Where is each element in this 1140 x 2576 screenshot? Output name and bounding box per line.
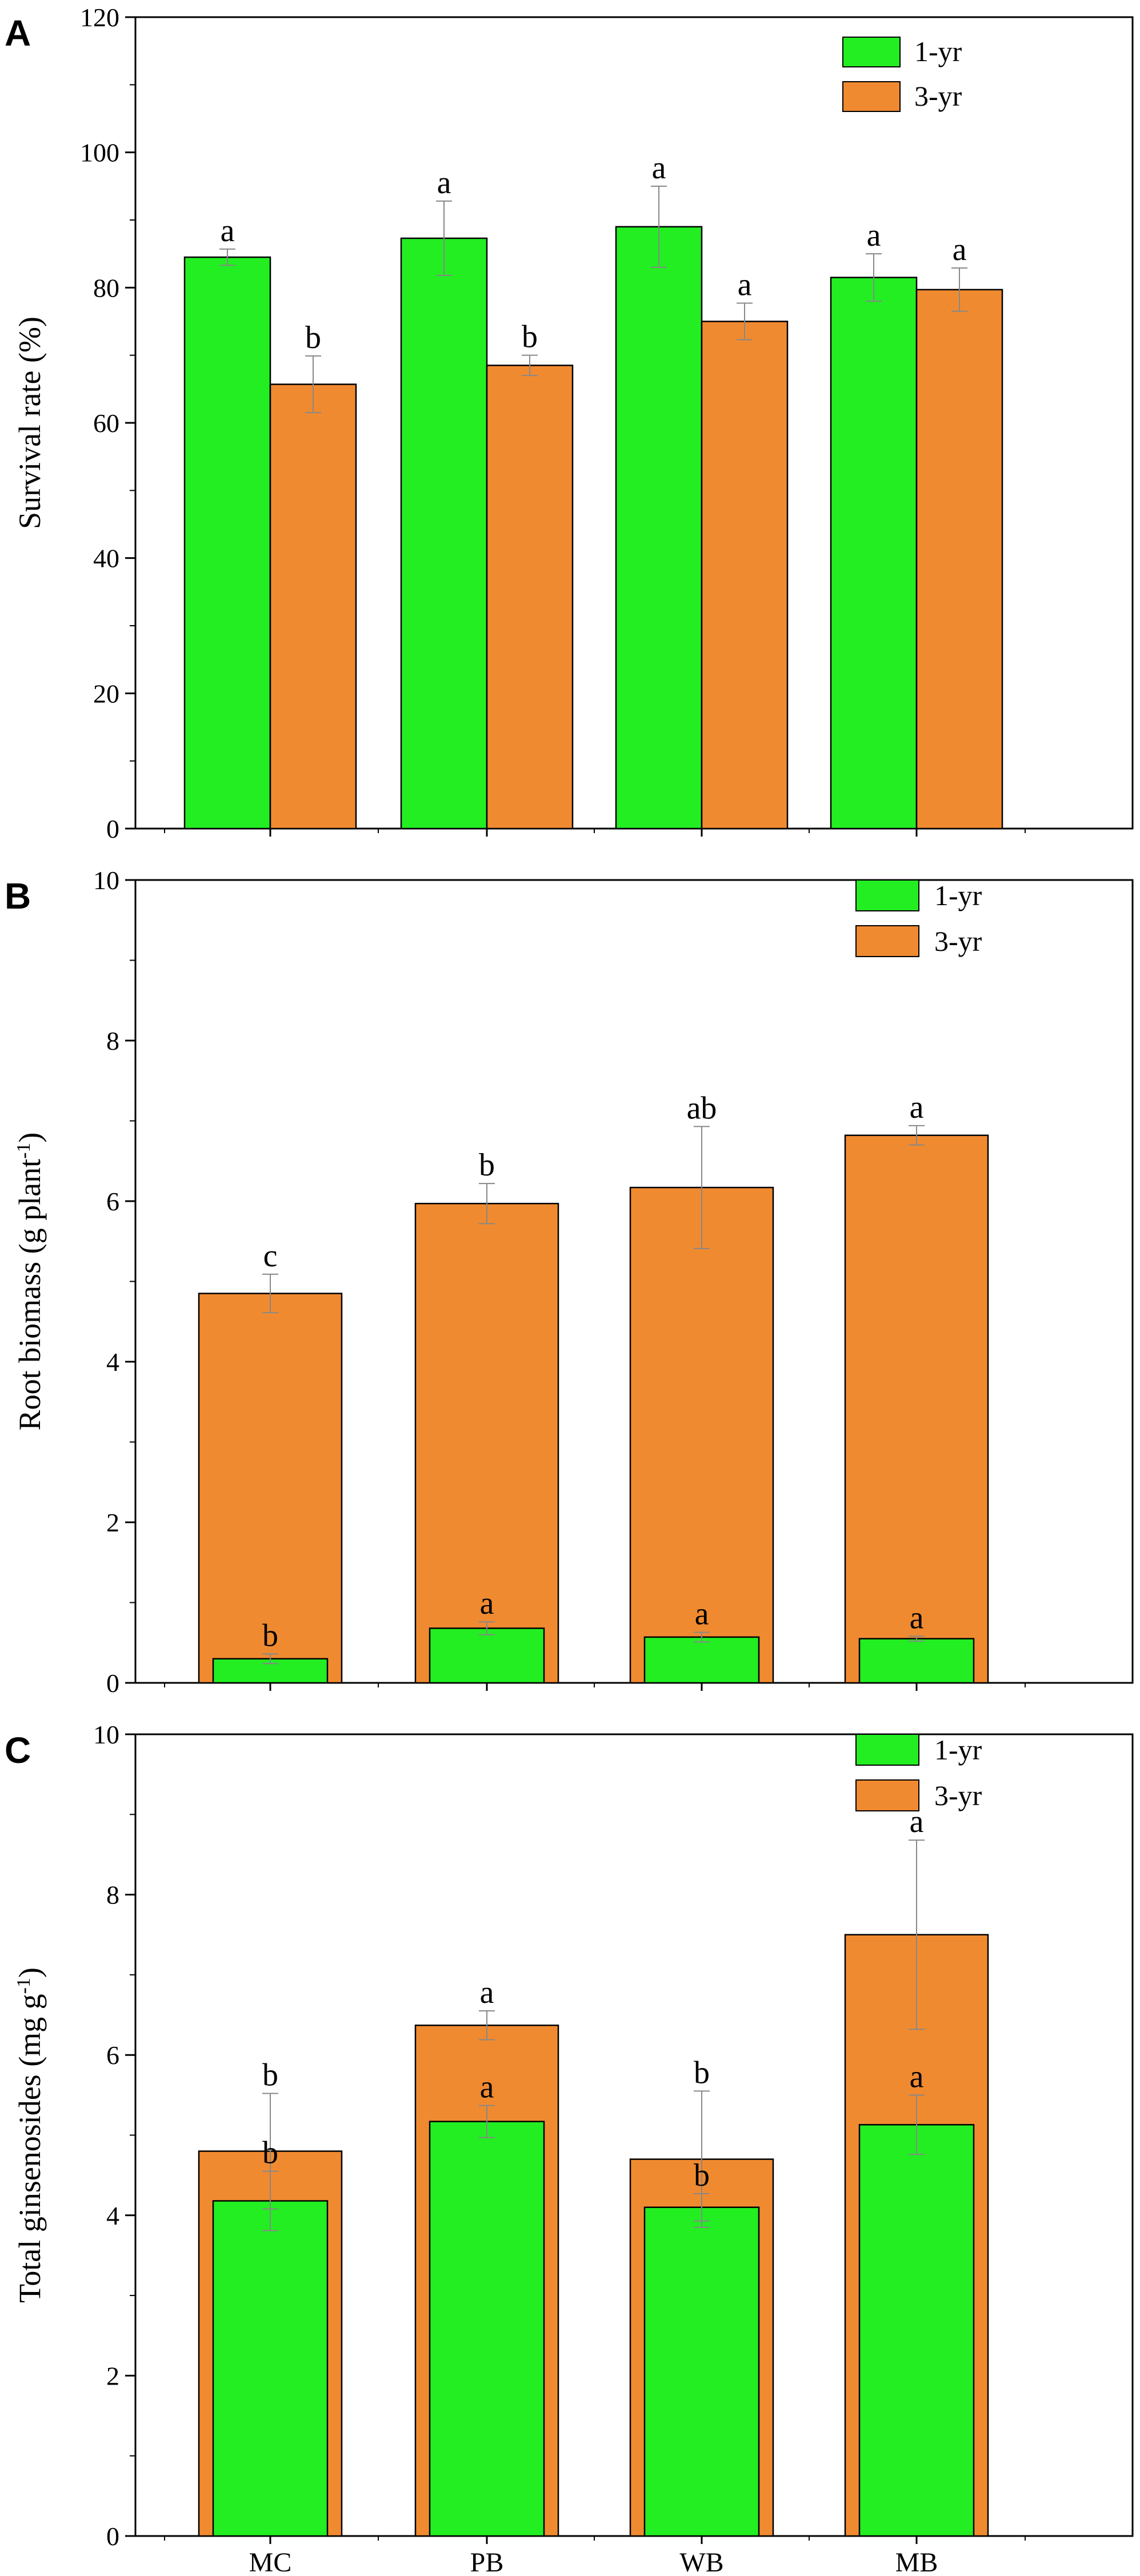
- x-category-label: MB: [895, 2547, 938, 2576]
- significance-letter: a: [437, 165, 451, 201]
- y-tick-label: 0: [106, 1669, 119, 1698]
- y-tick-label: 10: [93, 1720, 119, 1749]
- y-tick-label: 100: [80, 138, 119, 167]
- significance-letter-3yr: ab: [687, 1090, 717, 1126]
- significance-letter-3yr: b: [694, 2055, 710, 2090]
- significance-letter-3yr: a: [480, 1975, 494, 2010]
- bar-1yr-wb: [643, 1636, 760, 1684]
- x-category-label: WB: [679, 2547, 723, 2576]
- bar-3yr-wb: [701, 321, 789, 830]
- significance-letter-3yr: a: [910, 1090, 924, 1125]
- panel-c-total-ginsenosides: C 0 2 4 6 8 10 Total ginsenosides (mg g-1) b b a a b…: [5, 1720, 1134, 2576]
- y-tick-label: 4: [106, 1347, 119, 1377]
- significance-letter-3yr: b: [262, 2058, 278, 2093]
- significance-letter: a: [867, 218, 881, 253]
- bar-1yr-mc: [212, 2200, 329, 2537]
- y-tick-label: 0: [106, 814, 119, 843]
- bar-1yr-mb: [858, 1638, 975, 1684]
- significance-letter: b: [305, 320, 321, 355]
- y-tick-label: 40: [93, 544, 119, 573]
- significance-letter-1yr: a: [480, 2070, 494, 2105]
- significance-letter-1yr: a: [910, 1601, 924, 1636]
- y-tick-label: 120: [80, 3, 119, 32]
- y-axis-title-text: Root biomass (g plant: [13, 1159, 47, 1430]
- panel-letter: A: [5, 13, 31, 54]
- significance-letter: a: [221, 213, 235, 249]
- legend-label-1yr: 1-yr: [934, 1734, 982, 1766]
- significance-letter-3yr: c: [263, 1238, 278, 1274]
- legend-swatch-1yr: [855, 1734, 919, 1766]
- significance-letter-1yr: b: [262, 1618, 278, 1653]
- y-tick-label: 20: [93, 679, 119, 708]
- significance-letter: b: [522, 319, 538, 355]
- y-axis-title: Survival rate (%): [13, 317, 47, 529]
- y-axis-title-superscript: -1: [13, 1143, 34, 1159]
- legend-label-1yr: 1-yr: [914, 35, 962, 67]
- y-tick-label: 2: [106, 2361, 119, 2390]
- legend-swatch-1yr: [855, 879, 919, 911]
- bar-3yr-mc: [269, 383, 357, 830]
- y-axis-title-text: Total ginsenosides (mg g: [13, 1994, 47, 2303]
- significance-letter-1yr: a: [695, 1596, 709, 1631]
- panel-letter: B: [5, 875, 31, 917]
- bar-1yr-pb: [400, 237, 488, 830]
- y-axis-title-superscript: -1: [13, 1978, 34, 1994]
- panel-a-survival-rate: A 0 20 40 60 80 100 120 Survival rate (%) a b a b a a a…: [5, 3, 1134, 843]
- x-category-label: MC: [249, 2547, 292, 2576]
- significance-letter-1yr: a: [480, 1586, 494, 1621]
- y-axis-title-end: ): [13, 1133, 47, 1143]
- x-category-label: PB: [470, 2547, 504, 2576]
- y-axis-title-text: Survival rate (%): [13, 317, 47, 529]
- legend-swatch-3yr: [855, 925, 919, 957]
- legend-label-3yr: 3-yr: [934, 925, 982, 957]
- y-tick-label: 0: [106, 2522, 119, 2551]
- legend-swatch-3yr: [855, 1779, 919, 1811]
- bar-1yr-wb: [643, 2206, 760, 2537]
- y-tick-label: 8: [106, 1881, 119, 1910]
- y-tick-label: 8: [106, 1026, 119, 1055]
- legend-label-3yr: 3-yr: [934, 1779, 982, 1811]
- y-tick-label: 6: [106, 1187, 119, 1216]
- y-tick-label: 10: [93, 866, 119, 895]
- bar-3yr-wb: [629, 1186, 774, 1684]
- y-axis-title: Total ginsenosides (mg g-1): [13, 1967, 47, 2303]
- bar-1yr-mb: [858, 2124, 975, 2537]
- legend-label-3yr: 3-yr: [914, 80, 962, 112]
- y-tick-label: 80: [93, 273, 119, 302]
- panel-b-root-biomass: B 0 2 4 6 8 10 Root biomass (g plant-1) c b b a ab a a…: [5, 866, 1134, 1698]
- bar-3yr-pb: [486, 365, 574, 830]
- significance-letter-1yr: b: [694, 2158, 710, 2193]
- panel-letter: C: [5, 1730, 31, 1771]
- y-tick-label: 2: [106, 1508, 119, 1537]
- significance-letter: a: [738, 267, 752, 303]
- y-tick-label: 4: [106, 2201, 119, 2230]
- legend-label-1yr: 1-yr: [934, 879, 982, 911]
- significance-letter-1yr: a: [910, 2059, 924, 2094]
- bar-3yr-pb: [414, 1202, 559, 1684]
- significance-letter-3yr: b: [479, 1147, 495, 1183]
- bar-1yr-mc: [183, 256, 271, 830]
- significance-letter: a: [652, 150, 666, 186]
- bar-1yr-wb: [615, 226, 703, 830]
- significance-letter: a: [953, 232, 967, 267]
- bar-1yr-mb: [830, 277, 918, 830]
- legend-swatch-3yr: [842, 81, 901, 112]
- y-tick-label: 6: [106, 2041, 119, 2070]
- legend-swatch-1yr: [842, 37, 901, 67]
- y-axis-title-end: ): [13, 1967, 47, 1978]
- bar-3yr-mb: [915, 289, 1003, 830]
- bar-1yr-pb: [429, 1627, 545, 1684]
- y-axis-title: Root biomass (g plant-1): [13, 1133, 47, 1431]
- bar-3yr-mc: [198, 1293, 343, 1684]
- bar-1yr-pb: [429, 2121, 545, 2537]
- y-tick-label: 60: [93, 409, 119, 438]
- significance-letter-1yr: b: [262, 2135, 278, 2171]
- bar-3yr-mb: [844, 1134, 989, 1684]
